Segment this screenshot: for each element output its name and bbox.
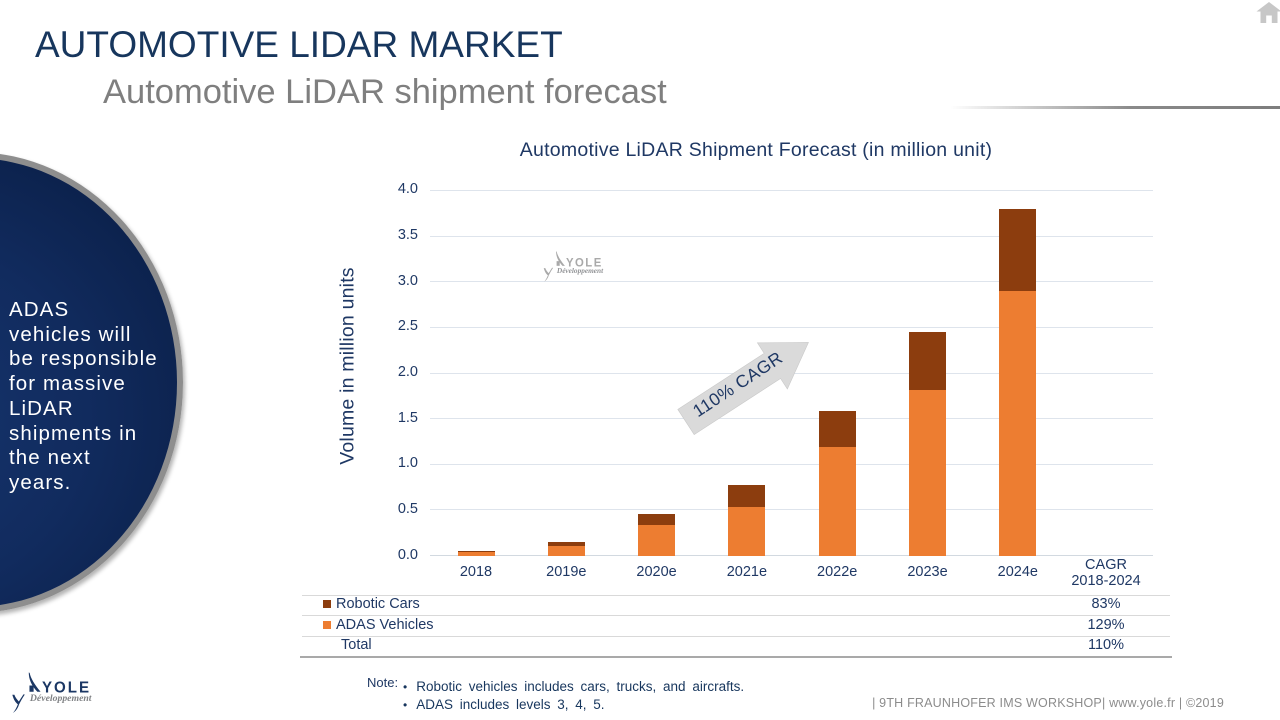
callout-line: LiDAR	[9, 396, 74, 420]
bar-segment-adas-vehicles	[638, 525, 676, 556]
callout-line: the next	[9, 446, 91, 470]
y-axis-tick-label: 3.0	[397, 272, 418, 289]
bar-segment-adas-vehicles	[909, 390, 946, 556]
callout-line: for massive	[9, 372, 126, 396]
bar-segment-robotic-cars	[638, 513, 676, 526]
callout-text: ADAS vehicles will be responsible for massi…	[9, 298, 189, 496]
bar-segment-adas-vehicles	[999, 290, 1037, 556]
slide-subtitle: Automotive LiDAR shipment forecast	[103, 73, 667, 111]
legend-cagr-value: 110%	[1087, 637, 1124, 653]
y-axis-tick-label: 2.5	[397, 318, 418, 335]
bar-segment-robotic-cars	[457, 551, 495, 552]
gridline	[430, 463, 1153, 465]
gridline	[430, 281, 1153, 283]
y-axis-tick-label: 1.5	[397, 409, 418, 426]
legend-swatch	[323, 620, 331, 629]
x-axis-tick-label: 2023e	[907, 564, 948, 580]
legend-table-bottom-border	[300, 655, 1172, 658]
bar-segment-adas-vehicles	[818, 446, 856, 556]
legend-label: Robotic Cars	[336, 596, 420, 612]
note-label: Note:	[367, 675, 399, 690]
callout-line: ADAS	[9, 298, 70, 321]
y-axis-tick-label: 4.0	[397, 181, 418, 198]
chart-title: Automotive LiDAR Shipment Forecast (in m…	[519, 139, 993, 161]
gridline	[430, 235, 1153, 237]
logo-swoosh	[28, 672, 41, 692]
legend-table-line	[302, 614, 1170, 616]
gridline	[430, 418, 1153, 420]
slide-title: AUTOMOTIVE LIDAR MARKET	[35, 24, 563, 65]
callout-line: vehicles will	[9, 322, 132, 346]
gridline	[430, 189, 1153, 191]
yole-watermark-logo	[543, 251, 605, 282]
note-bullet: Robotic vehicles includes cars, trucks, …	[403, 679, 744, 694]
y-axis-tick-label: 1.0	[397, 455, 418, 472]
footer-text: | 9TH FRAUNHOFER IMS WORKSHOP| www.yole.…	[872, 696, 1224, 710]
bar-segment-adas-vehicles	[728, 507, 766, 556]
logo-name: YOLE	[42, 679, 91, 696]
bar-segment-robotic-cars	[909, 331, 946, 391]
callout-line: years.	[9, 470, 72, 494]
legend-cagr-value: 83%	[1091, 596, 1121, 612]
bar-segment-adas-vehicles	[547, 546, 585, 556]
legend-label: Total	[341, 637, 372, 653]
legend-table-line	[302, 635, 1170, 637]
cagr-column-header: CAGR 2018-2024	[1071, 557, 1141, 589]
gridline	[430, 326, 1153, 328]
header-divider	[950, 106, 1280, 109]
bar-segment-robotic-cars	[547, 541, 585, 547]
y-axis-tick-label: 3.5	[397, 227, 418, 244]
legend-table-line	[302, 595, 1170, 596]
legend-cagr-value: 129%	[1087, 616, 1125, 633]
gridline	[430, 509, 1153, 511]
x-axis-tick-label: 2018	[459, 564, 493, 580]
note-bullet: ADAS includes levels 3, 4, 5.	[403, 697, 744, 712]
y-axis-title: Volume in million units	[336, 267, 359, 465]
x-axis-tick-label: 2024e	[997, 564, 1038, 580]
bar-segment-adas-vehicles	[457, 551, 495, 556]
logo-bar	[29, 685, 34, 692]
bar-segment-robotic-cars	[818, 411, 856, 447]
y-axis-tick-label: 0.5	[397, 500, 418, 517]
callout-line: shipments in	[9, 421, 138, 445]
logo-y	[12, 694, 25, 713]
x-axis-tick-label: 2019e	[546, 564, 587, 580]
legend-swatch	[323, 600, 331, 608]
bar-segment-robotic-cars	[728, 485, 766, 508]
legend-label: ADAS Vehicles	[336, 616, 434, 633]
x-axis-tick-label: 2021e	[726, 564, 768, 580]
y-axis-tick-label: 2.0	[397, 364, 418, 380]
home-icon[interactable]	[1256, 2, 1280, 23]
callout-line: be responsible	[9, 347, 158, 371]
yole-logo: YOLE Développement	[12, 672, 92, 713]
note-bullets: Robotic vehicles includes cars, trucks, …	[403, 679, 744, 714]
logo-subname: Développement	[29, 693, 92, 704]
bar-segment-robotic-cars	[999, 208, 1037, 291]
x-axis-tick-label: 2022e	[817, 564, 858, 580]
x-axis-tick-label: 2020e	[636, 564, 677, 580]
cagr-arrow	[677, 342, 809, 435]
gridline	[430, 555, 1153, 557]
y-axis-tick-label: 0.0	[397, 546, 418, 563]
